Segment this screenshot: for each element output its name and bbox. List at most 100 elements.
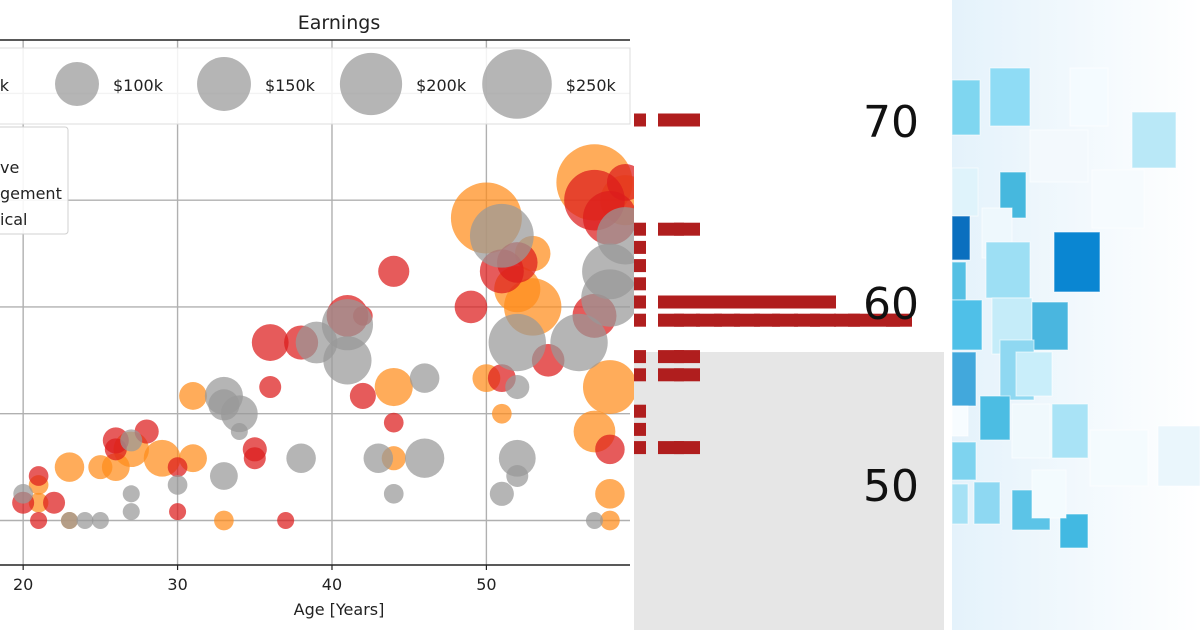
size-legend-label: $250k <box>566 76 617 95</box>
data-point <box>122 485 140 503</box>
data-points <box>12 144 655 531</box>
cube <box>1029 129 1089 183</box>
data-point <box>550 313 608 372</box>
cube <box>952 167 979 217</box>
bar-dash <box>674 222 700 236</box>
size-legend-marker <box>339 52 403 116</box>
bar-dash <box>634 113 646 127</box>
cube <box>1031 469 1067 519</box>
cube <box>979 395 1011 441</box>
data-point <box>600 510 620 531</box>
bar <box>634 259 646 273</box>
data-point <box>28 466 49 486</box>
bar-dash <box>634 277 646 291</box>
cube <box>973 481 1001 525</box>
cube <box>952 215 971 261</box>
data-point <box>167 457 188 477</box>
size-legend-label: 0k <box>0 76 10 95</box>
x-tick-label: 40 <box>322 575 342 594</box>
bar <box>634 240 646 254</box>
cube <box>1131 111 1177 169</box>
bar-dash <box>772 313 798 327</box>
data-point <box>54 452 85 482</box>
y-tick-label: 70 <box>863 97 919 148</box>
data-point <box>585 511 604 530</box>
data-point <box>251 324 289 361</box>
bar-dash <box>696 313 722 327</box>
bar-dash <box>634 295 646 309</box>
data-point <box>469 203 534 268</box>
data-point <box>120 429 143 452</box>
data-point <box>230 423 248 441</box>
bar <box>634 113 700 127</box>
data-point <box>277 511 295 530</box>
bar <box>634 277 646 291</box>
data-point <box>581 269 639 327</box>
cube <box>1015 351 1053 397</box>
data-point <box>209 462 238 490</box>
axes: 20 30 40 50 <box>0 39 630 594</box>
bar <box>634 404 646 418</box>
data-point <box>506 465 529 488</box>
data-point <box>349 382 376 409</box>
data-point <box>323 336 372 385</box>
data-point <box>582 360 637 414</box>
bar-dash <box>886 313 912 327</box>
bar-dash <box>634 422 646 436</box>
category-legend-frame <box>0 126 69 235</box>
bar-dash <box>634 259 646 273</box>
data-point <box>383 483 404 504</box>
bar-plot: 50 60 70 <box>634 97 944 630</box>
data-point <box>30 511 48 530</box>
category-legend-label: gement <box>0 184 62 203</box>
data-point <box>498 439 536 477</box>
size-legend-marker <box>55 62 99 106</box>
cubes-background <box>952 0 1200 630</box>
x-tick-label: 50 <box>476 575 496 594</box>
data-point <box>404 438 445 478</box>
bar-dash <box>674 113 700 127</box>
data-point <box>220 395 258 433</box>
cube <box>1091 169 1145 229</box>
scatter-chart: 0k $100k $150k $200k $250k ve gement ical 20 30… <box>0 12 655 619</box>
data-point <box>595 479 625 509</box>
bar-dash <box>674 441 700 455</box>
size-legend: 0k $100k $150k $200k $250k <box>0 47 631 125</box>
cube <box>1011 403 1051 459</box>
y-tick-label: 60 <box>863 279 919 330</box>
bar-dash <box>634 222 646 236</box>
bar-dash <box>674 295 700 309</box>
data-point <box>595 434 625 465</box>
cube <box>952 79 981 136</box>
bar-dash <box>810 313 836 327</box>
x-tick-label: 20 <box>13 575 33 594</box>
data-point <box>383 412 404 433</box>
cube <box>952 441 977 481</box>
bar <box>634 368 700 382</box>
category-legend-label: ical <box>0 210 28 229</box>
cube <box>952 299 983 351</box>
bar-dash <box>674 350 700 364</box>
bar <box>634 313 912 327</box>
bar-dash <box>634 240 646 254</box>
cube <box>1031 301 1069 351</box>
bar-dash <box>634 350 646 364</box>
y-tick-label: 50 <box>863 461 919 512</box>
scatter-plot: 0k $100k $150k $200k $250k ve gement ical 20 30… <box>0 12 655 619</box>
decorative-cubes-image <box>952 0 1200 630</box>
data-point <box>374 367 413 407</box>
cube <box>1059 513 1089 549</box>
data-point <box>363 443 394 473</box>
data-point <box>259 376 282 399</box>
cube <box>1069 67 1109 127</box>
x-tick-label: 30 <box>167 575 187 594</box>
bar-dash <box>634 404 646 418</box>
data-point <box>454 290 488 324</box>
cube <box>952 261 967 301</box>
data-point <box>122 503 140 521</box>
data-point <box>179 382 207 410</box>
cube <box>1051 403 1089 459</box>
cube <box>989 67 1031 127</box>
data-point <box>167 475 188 495</box>
data-point <box>286 443 316 473</box>
